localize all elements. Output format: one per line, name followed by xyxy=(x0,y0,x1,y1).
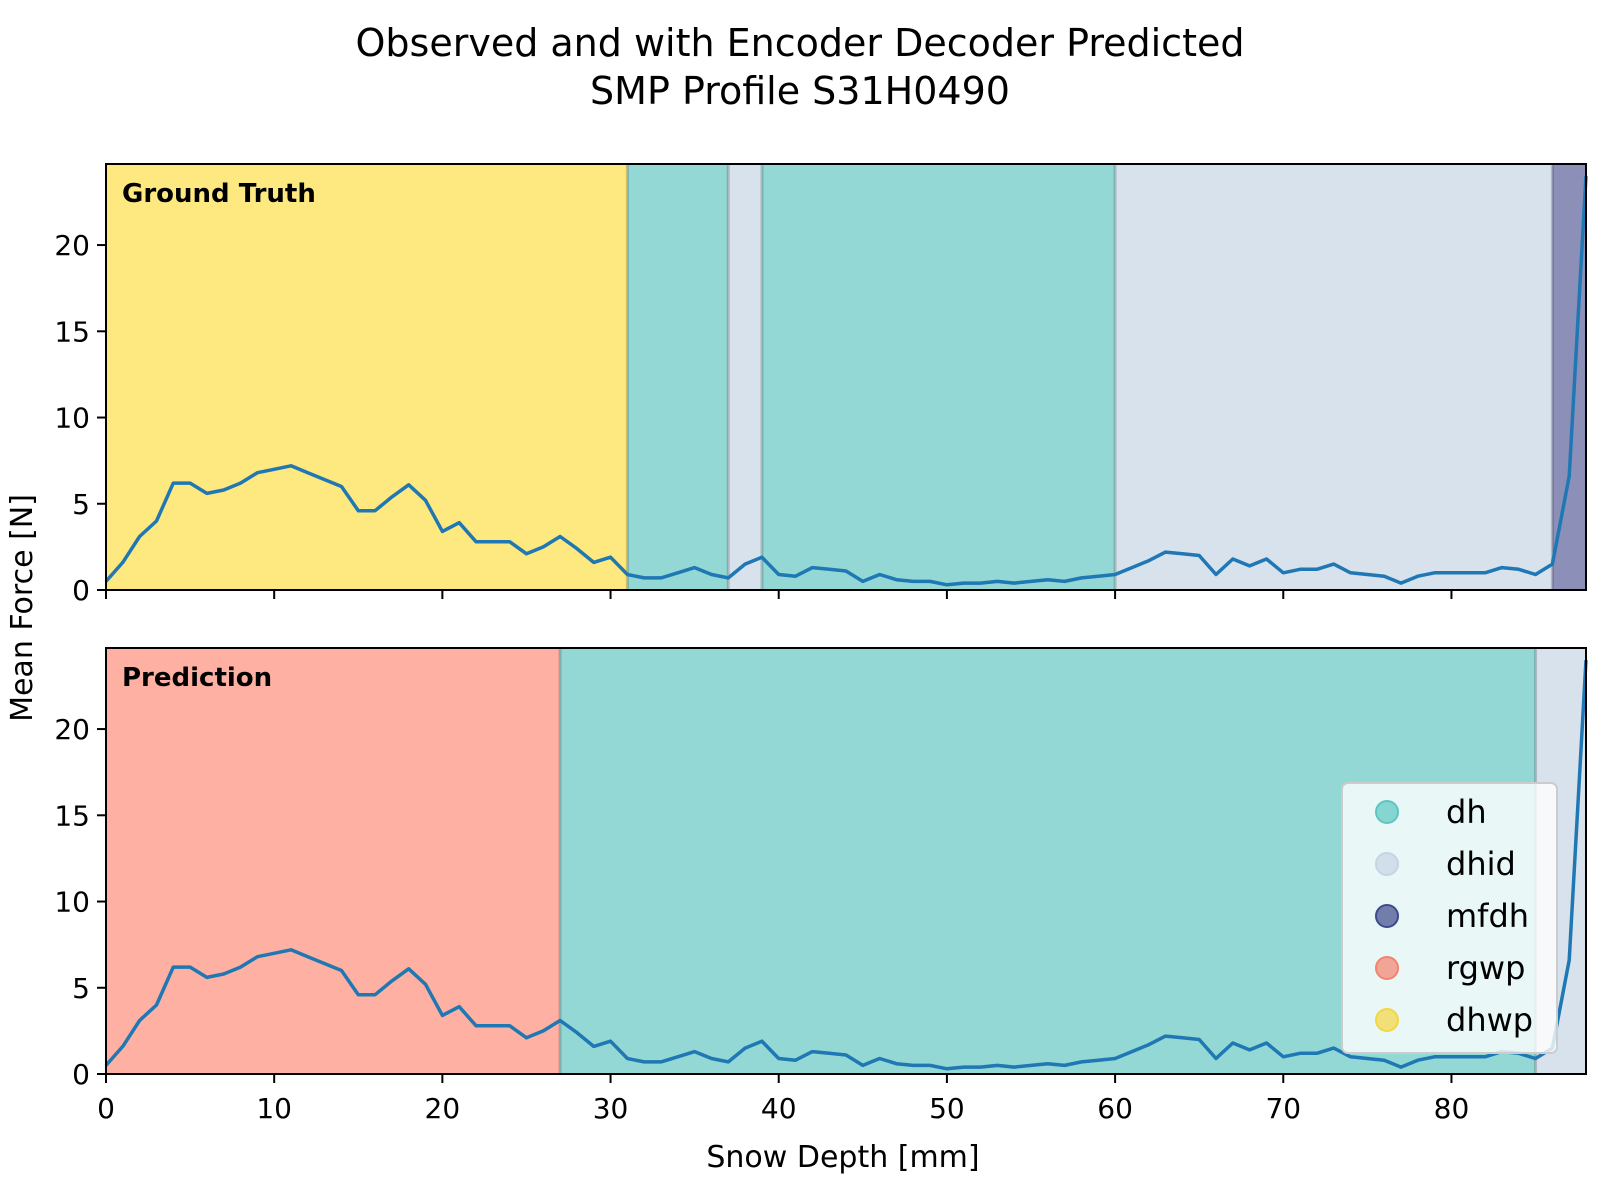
legend-label-dh: dh xyxy=(1446,793,1487,831)
legend-label-dhid: dhid xyxy=(1446,845,1516,883)
y-tick-label: 20 xyxy=(54,229,90,262)
segment-dh-3 xyxy=(761,164,1116,590)
ground-truth-panel: 0 5 10 15 20 Ground Truth xyxy=(54,163,1588,607)
segment-dhwp-0 xyxy=(106,164,628,590)
force-series-line xyxy=(104,176,1588,587)
x-tick-label: 50 xyxy=(929,1092,965,1125)
x-tick-label: 30 xyxy=(593,1092,629,1125)
x-tick-label: 60 xyxy=(1097,1092,1133,1125)
x-tick-label: 20 xyxy=(425,1092,461,1125)
x-tick-label: 10 xyxy=(256,1092,292,1125)
y-tick-label: 5 xyxy=(72,972,90,1005)
legend-box xyxy=(1341,782,1558,1054)
plot-frame xyxy=(105,647,1587,1075)
x-tick-label: 40 xyxy=(761,1092,797,1125)
legend-marker-mfdh xyxy=(1375,904,1399,928)
y-axis-label: Mean Force [N] xyxy=(5,494,40,722)
segment-mfdh-5 xyxy=(1552,164,1586,590)
legend-marker-dh xyxy=(1375,800,1399,824)
y-tick-label: 10 xyxy=(54,402,90,435)
chart-title-line-2: SMP Profile S31H0490 xyxy=(590,69,1010,113)
y-tick-label: 15 xyxy=(54,799,90,832)
x-tick-label: 70 xyxy=(1265,1092,1301,1125)
segment-dhid-2 xyxy=(728,164,762,590)
legend-label-dhwp: dhwp xyxy=(1446,1001,1533,1039)
segment-dh-1 xyxy=(627,164,729,590)
y-tick-label: 10 xyxy=(54,886,90,919)
legend-marker-dhwp xyxy=(1375,1008,1399,1032)
y-tick-label: 0 xyxy=(72,574,90,607)
y-tick-label: 20 xyxy=(54,713,90,746)
segment-dhid-4 xyxy=(1115,164,1553,590)
plot-frame xyxy=(105,163,1587,591)
panel-label: Prediction xyxy=(122,663,272,693)
chart-legend: dh dhid mfdh rgwp dhwp xyxy=(1341,782,1558,1054)
force-series-line xyxy=(104,660,1588,1071)
legend-label-mfdh: mfdh xyxy=(1446,897,1529,935)
chart-title-line-1: Observed and with Encoder Decoder Predic… xyxy=(356,21,1245,65)
y-tick-label: 0 xyxy=(72,1058,90,1091)
legend-marker-rgwp xyxy=(1375,956,1399,980)
x-tick-label: 80 xyxy=(1434,1092,1470,1125)
y-tick-label: 5 xyxy=(72,488,90,521)
segment-rgwp-0 xyxy=(106,648,561,1074)
legend-label-rgwp: rgwp xyxy=(1446,949,1525,987)
y-tick-label: 15 xyxy=(54,315,90,348)
x-axis-label: Snow Depth [mm] xyxy=(706,1140,979,1175)
x-tick-label: 0 xyxy=(97,1092,115,1125)
legend-marker-dhid xyxy=(1375,852,1399,876)
panel-label: Ground Truth xyxy=(122,179,316,209)
